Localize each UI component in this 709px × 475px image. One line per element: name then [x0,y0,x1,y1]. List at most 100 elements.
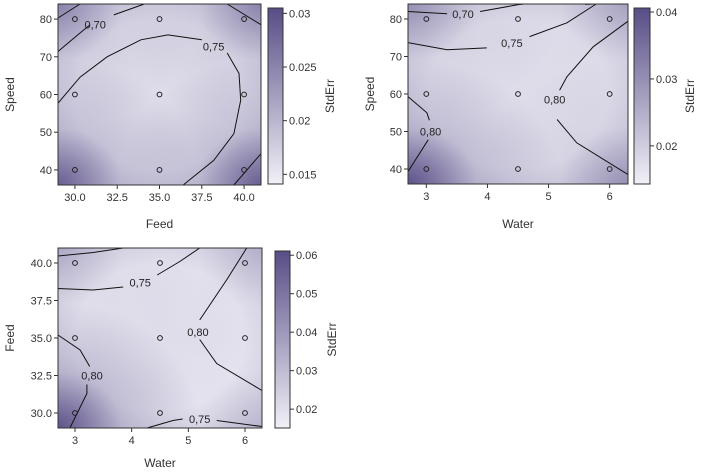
design-point [72,335,78,341]
design-point [72,91,78,98]
y-tick-label: 32.5 [31,371,52,383]
colorbar-label: StdErr [325,322,339,356]
contour-line [57,286,124,291]
heatmap-corner-shading [58,4,261,185]
contour-line [57,3,81,19]
contour-line [146,418,183,429]
contour-panel-3: 0,75 0,75 0,80 0,80 3 4 5 6 30.0 32.5 35.0 37.5 40.0… [3,247,339,470]
x-tick-label: 4 [129,435,135,447]
contour-line [69,384,88,429]
heatmap-corner-shading [58,248,262,428]
contour-line [529,3,597,38]
design-point [423,166,430,172]
y-tick-label: 30.0 [31,408,52,420]
y-axis-label: Speed [3,77,17,112]
x-tick-label: 6 [242,435,248,447]
design-point [72,260,78,266]
contour-line [199,339,263,391]
design-point [157,410,163,416]
contour-line [156,247,200,276]
contour-label: 0,80 [187,327,208,339]
colorbar-tick-label: 0.03 [289,8,310,20]
colorbar-tick-label: 0.03 [296,366,317,378]
x-axis-label: Water [144,456,176,470]
y-tick-label: 50 [40,127,52,139]
colorbar [267,7,284,185]
contour-label: 0,70 [452,9,473,21]
x-tick-label: 6 [607,191,613,203]
contour-line [113,3,145,16]
colorbar [274,250,291,429]
contour-line [57,247,124,257]
colorbar-label: StdErr [323,79,337,113]
contour-line [407,42,487,51]
colorbar-tick-label: 0.04 [656,7,677,19]
y-tick-label: 50 [390,127,402,139]
design-point [157,335,163,341]
design-point [241,167,247,173]
contour-line [57,334,91,367]
y-tick-label: 37.5 [31,296,52,308]
x-tick-label: 3 [72,435,78,447]
y-tick-label: 70 [40,52,52,64]
contour-line [57,24,91,52]
contour-label: 0,80 [420,127,441,139]
colorbar [633,7,651,185]
x-tick-label: 37.5 [191,192,212,204]
colorbar-label: StdErr [683,79,697,113]
y-tick-label: 40.0 [31,258,52,270]
contour-label: 0,75 [189,414,210,426]
x-tick-label: 3 [423,191,429,203]
design-point [241,16,247,22]
x-tick-label: 40.0 [233,192,254,204]
design-point [515,91,521,97]
design-point [606,166,613,172]
contour-line [216,420,263,427]
contour-panel-1: 0,70 0,75 30.0 32.5 35.0 37.5 40.0 40 50 60 70 80 Fe… [3,3,337,231]
y-tick-label: 35.0 [31,333,52,345]
y-tick-label: 40 [40,165,52,177]
contour-label: 0,70 [85,20,106,32]
y-axis-label: Feed [3,324,17,351]
design-point [72,167,78,173]
design-point [241,91,247,98]
y-axis-label: Speed [363,77,377,112]
design-point [606,91,613,97]
design-point [606,16,613,22]
x-axis-label: Water [502,217,534,231]
heatmap-corner-shading [408,4,628,184]
design-point [515,166,521,172]
contour-line [556,119,629,176]
x-tick-label: 5 [185,435,191,447]
contour-label: 0,80 [544,94,565,106]
x-tick-label: 30.0 [64,192,85,204]
contour-line [57,34,202,104]
y-tick-label: 80 [40,14,52,26]
design-point [515,16,521,22]
design-point [72,16,78,22]
contour-panel-2: 0,70 0,75 0,80 0,80 3 4 5 6 40 50 60 70 80 Water Speed… [363,3,697,231]
design-point [157,260,163,266]
colorbar-tick-label: 0.06 [296,250,317,262]
colorbar-tick-label: 0.04 [296,327,317,339]
colorbar-tick-label: 0.02 [289,116,310,128]
x-tick-label: 32.5 [106,192,127,204]
colorbar-tick-label: 0.025 [289,62,317,74]
design-point [242,410,248,416]
design-point [156,167,163,173]
contour-label: 0,75 [501,38,522,50]
contour-line [407,11,448,15]
colorbar-tick-label: 0.02 [296,404,317,416]
colorbar-tick-label: 0.02 [656,141,677,153]
design-point [242,335,248,341]
x-axis-label: Feed [146,217,173,231]
y-tick-label: 70 [390,52,402,64]
design-point [156,91,163,98]
design-point [423,91,430,97]
design-point [242,260,248,266]
contour-line [233,153,262,186]
colorbar-tick-label: 0.05 [296,289,317,301]
design-point [156,16,163,22]
design-point [72,410,78,416]
